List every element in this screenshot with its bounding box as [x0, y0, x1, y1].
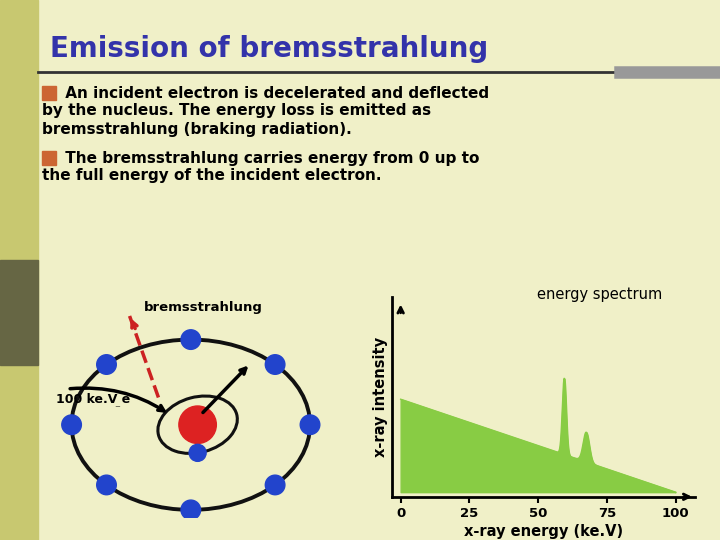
- Circle shape: [189, 444, 206, 461]
- Text: bremsstrahlung (braking radiation).: bremsstrahlung (braking radiation).: [42, 122, 352, 137]
- Bar: [0, 0, 38, 540]
- Text: The bremsstrahlung carries energy from 0 up to: The bremsstrahlung carries energy from 0…: [60, 151, 480, 166]
- Circle shape: [300, 415, 320, 435]
- Text: ⁻: ⁻: [114, 404, 120, 414]
- Circle shape: [96, 475, 117, 495]
- Bar: [42, 151, 56, 165]
- Text: bremsstrahlung: bremsstrahlung: [144, 301, 263, 314]
- Text: An incident electron is decelerated and deflected: An incident electron is decelerated and …: [60, 86, 489, 101]
- Bar: [42, 86, 56, 100]
- Circle shape: [179, 406, 216, 443]
- Y-axis label: x-ray intensity: x-ray intensity: [373, 337, 388, 457]
- Circle shape: [181, 500, 201, 519]
- Text: 100 ke.V e: 100 ke.V e: [56, 393, 130, 406]
- Circle shape: [96, 355, 117, 374]
- Circle shape: [265, 355, 285, 374]
- Text: by the nucleus. The energy loss is emitted as: by the nucleus. The energy loss is emitt…: [42, 103, 431, 118]
- X-axis label: x-ray energy (ke.V): x-ray energy (ke.V): [464, 524, 624, 539]
- Text: energy spectrum: energy spectrum: [536, 287, 662, 302]
- Circle shape: [265, 475, 285, 495]
- Circle shape: [62, 415, 81, 435]
- Text: Emission of bremsstrahlung: Emission of bremsstrahlung: [50, 35, 488, 63]
- Circle shape: [181, 330, 201, 349]
- Text: the full energy of the incident electron.: the full energy of the incident electron…: [42, 168, 382, 183]
- Bar: [0, 260, 38, 365]
